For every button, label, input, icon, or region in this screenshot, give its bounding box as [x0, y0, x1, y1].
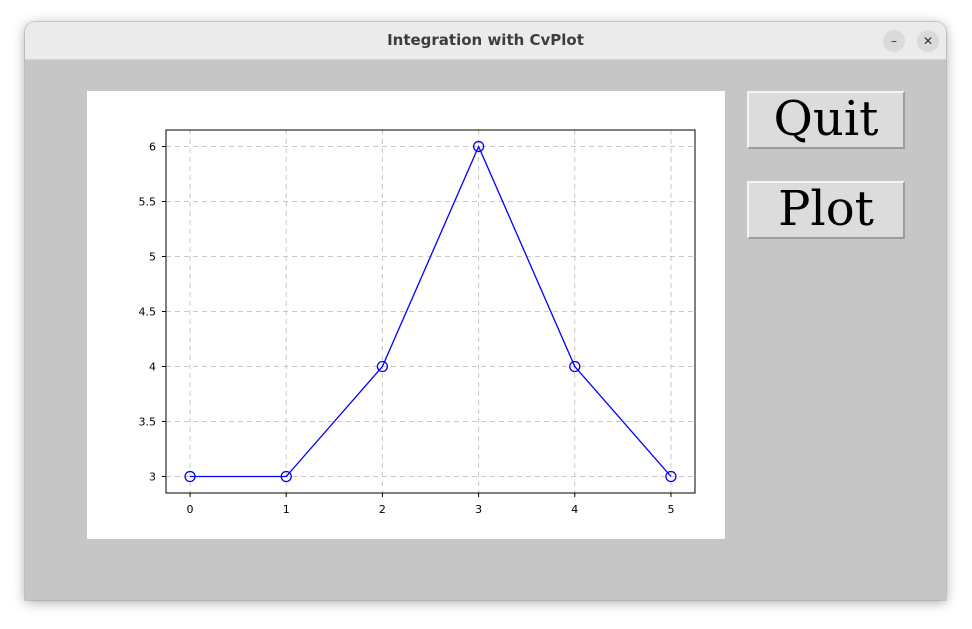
window-title: Integration with CvPlot: [387, 31, 584, 49]
plot-frame: [165, 129, 696, 494]
x-tick-label: 1: [283, 503, 290, 516]
axes: 0 1 2 3 4 5 3 3.5 4 4.5 5 5.5 6: [139, 129, 696, 516]
series-line: [190, 144, 672, 478]
data-point-marker: [665, 470, 677, 483]
minimize-button[interactable]: –: [883, 30, 905, 52]
close-icon: ✕: [922, 34, 934, 48]
y-tick-label: 5: [149, 251, 156, 264]
window-content: 0 1 2 3 4 5 3 3.5 4 4.5 5 5.5 6 Quit Plot: [25, 60, 946, 600]
data-point-marker: [376, 360, 389, 373]
data-point-marker: [569, 360, 581, 373]
grid: [166, 130, 695, 493]
plot-panel: 0 1 2 3 4 5 3 3.5 4 4.5 5 5.5 6: [87, 91, 725, 539]
y-tick-label: 3.5: [139, 416, 157, 429]
title-bar[interactable]: Integration with CvPlot – ✕: [25, 22, 946, 60]
plot-button[interactable]: Plot: [747, 181, 905, 239]
data-point-marker: [184, 470, 196, 483]
x-tick-label: 2: [379, 503, 386, 516]
y-tick-label: 3: [149, 471, 156, 484]
close-button[interactable]: ✕: [917, 30, 939, 52]
minimize-icon: –: [891, 34, 897, 48]
y-tick-label: 4.5: [139, 306, 157, 319]
x-tick-label: 5: [667, 503, 674, 516]
data-point-marker: [280, 470, 292, 483]
quit-button[interactable]: Quit: [747, 91, 905, 149]
x-tick-label: 3: [475, 503, 482, 516]
x-tick-label: 4: [571, 503, 578, 516]
series-0: [184, 140, 677, 483]
x-tick-label: 0: [187, 503, 194, 516]
y-tick-label: 6: [149, 141, 156, 154]
y-tick-label: 4: [149, 361, 156, 374]
y-tick-label: 5.5: [139, 196, 157, 209]
data-point-marker: [472, 140, 485, 153]
line-chart: 0 1 2 3 4 5 3 3.5 4 4.5 5 5.5 6: [139, 129, 696, 516]
app-window: Integration with CvPlot – ✕ 0 1 2 3 4 5 3 3.5 4 4…: [25, 22, 946, 600]
